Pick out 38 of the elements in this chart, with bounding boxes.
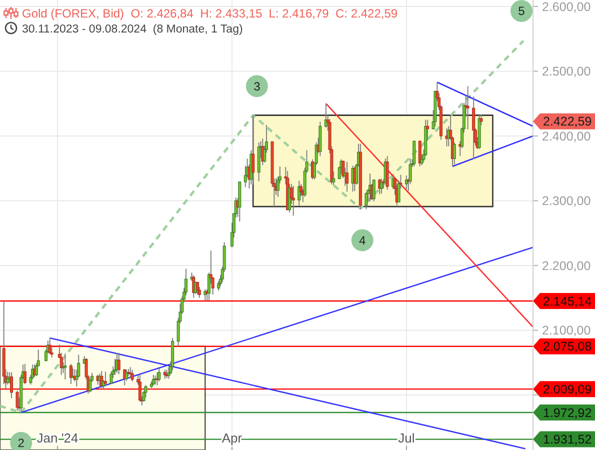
candlestick (418, 140, 422, 167)
candlestick (64, 353, 67, 380)
ref-line-label: 2.145,14 (543, 294, 592, 308)
annotation: 4 (359, 233, 366, 248)
annotation: 2.422,59 (543, 114, 592, 129)
candlestick (292, 185, 295, 216)
line-series (0, 40, 525, 414)
candlestick (104, 371, 107, 386)
annotation: 5 (518, 4, 526, 18)
ref-line-label: 2.009,09 (543, 382, 592, 396)
candlestick (117, 352, 120, 375)
candlestick (364, 192, 368, 210)
text: Gold (FOREX, Bid) O: 2.426,84 H: 2.433,15 L: 2.416,79 C: 2.422,59 (22, 6, 398, 20)
ref-line-label: 1.931,52 (543, 432, 592, 447)
candlestick (144, 384, 148, 398)
ref-line-label: 1.972,92 (543, 406, 592, 420)
y-tick-label: 2.600,00 (542, 0, 591, 14)
y-tick-label: 2.200,00 (542, 258, 591, 273)
annotation: 2 (18, 436, 25, 450)
candlestick (346, 161, 349, 192)
candlestick (10, 372, 13, 399)
candlestick (130, 369, 134, 382)
candlestick (152, 374, 155, 386)
ref-line-label: 2.075,08 (543, 340, 592, 354)
candlestick (399, 174, 402, 189)
y-tick-label: 2.100,00 (542, 324, 591, 338)
candlestick (69, 363, 72, 384)
annotation: 3 (254, 79, 261, 94)
y-tick-label: 2.500,00 (542, 64, 591, 79)
y-tick-label: 2.300,00 (542, 194, 591, 208)
candlestick (23, 363, 26, 384)
candlestick (48, 337, 52, 355)
text: 30.11.2023 - 09.08.2024 (8 Monate, 1 Tag) (22, 24, 243, 36)
candlestick (138, 374, 142, 402)
candlestick (472, 96, 476, 160)
candlestick (466, 86, 470, 130)
candlestick (158, 368, 161, 382)
y-tick-label: 2.400,00 (542, 129, 591, 144)
